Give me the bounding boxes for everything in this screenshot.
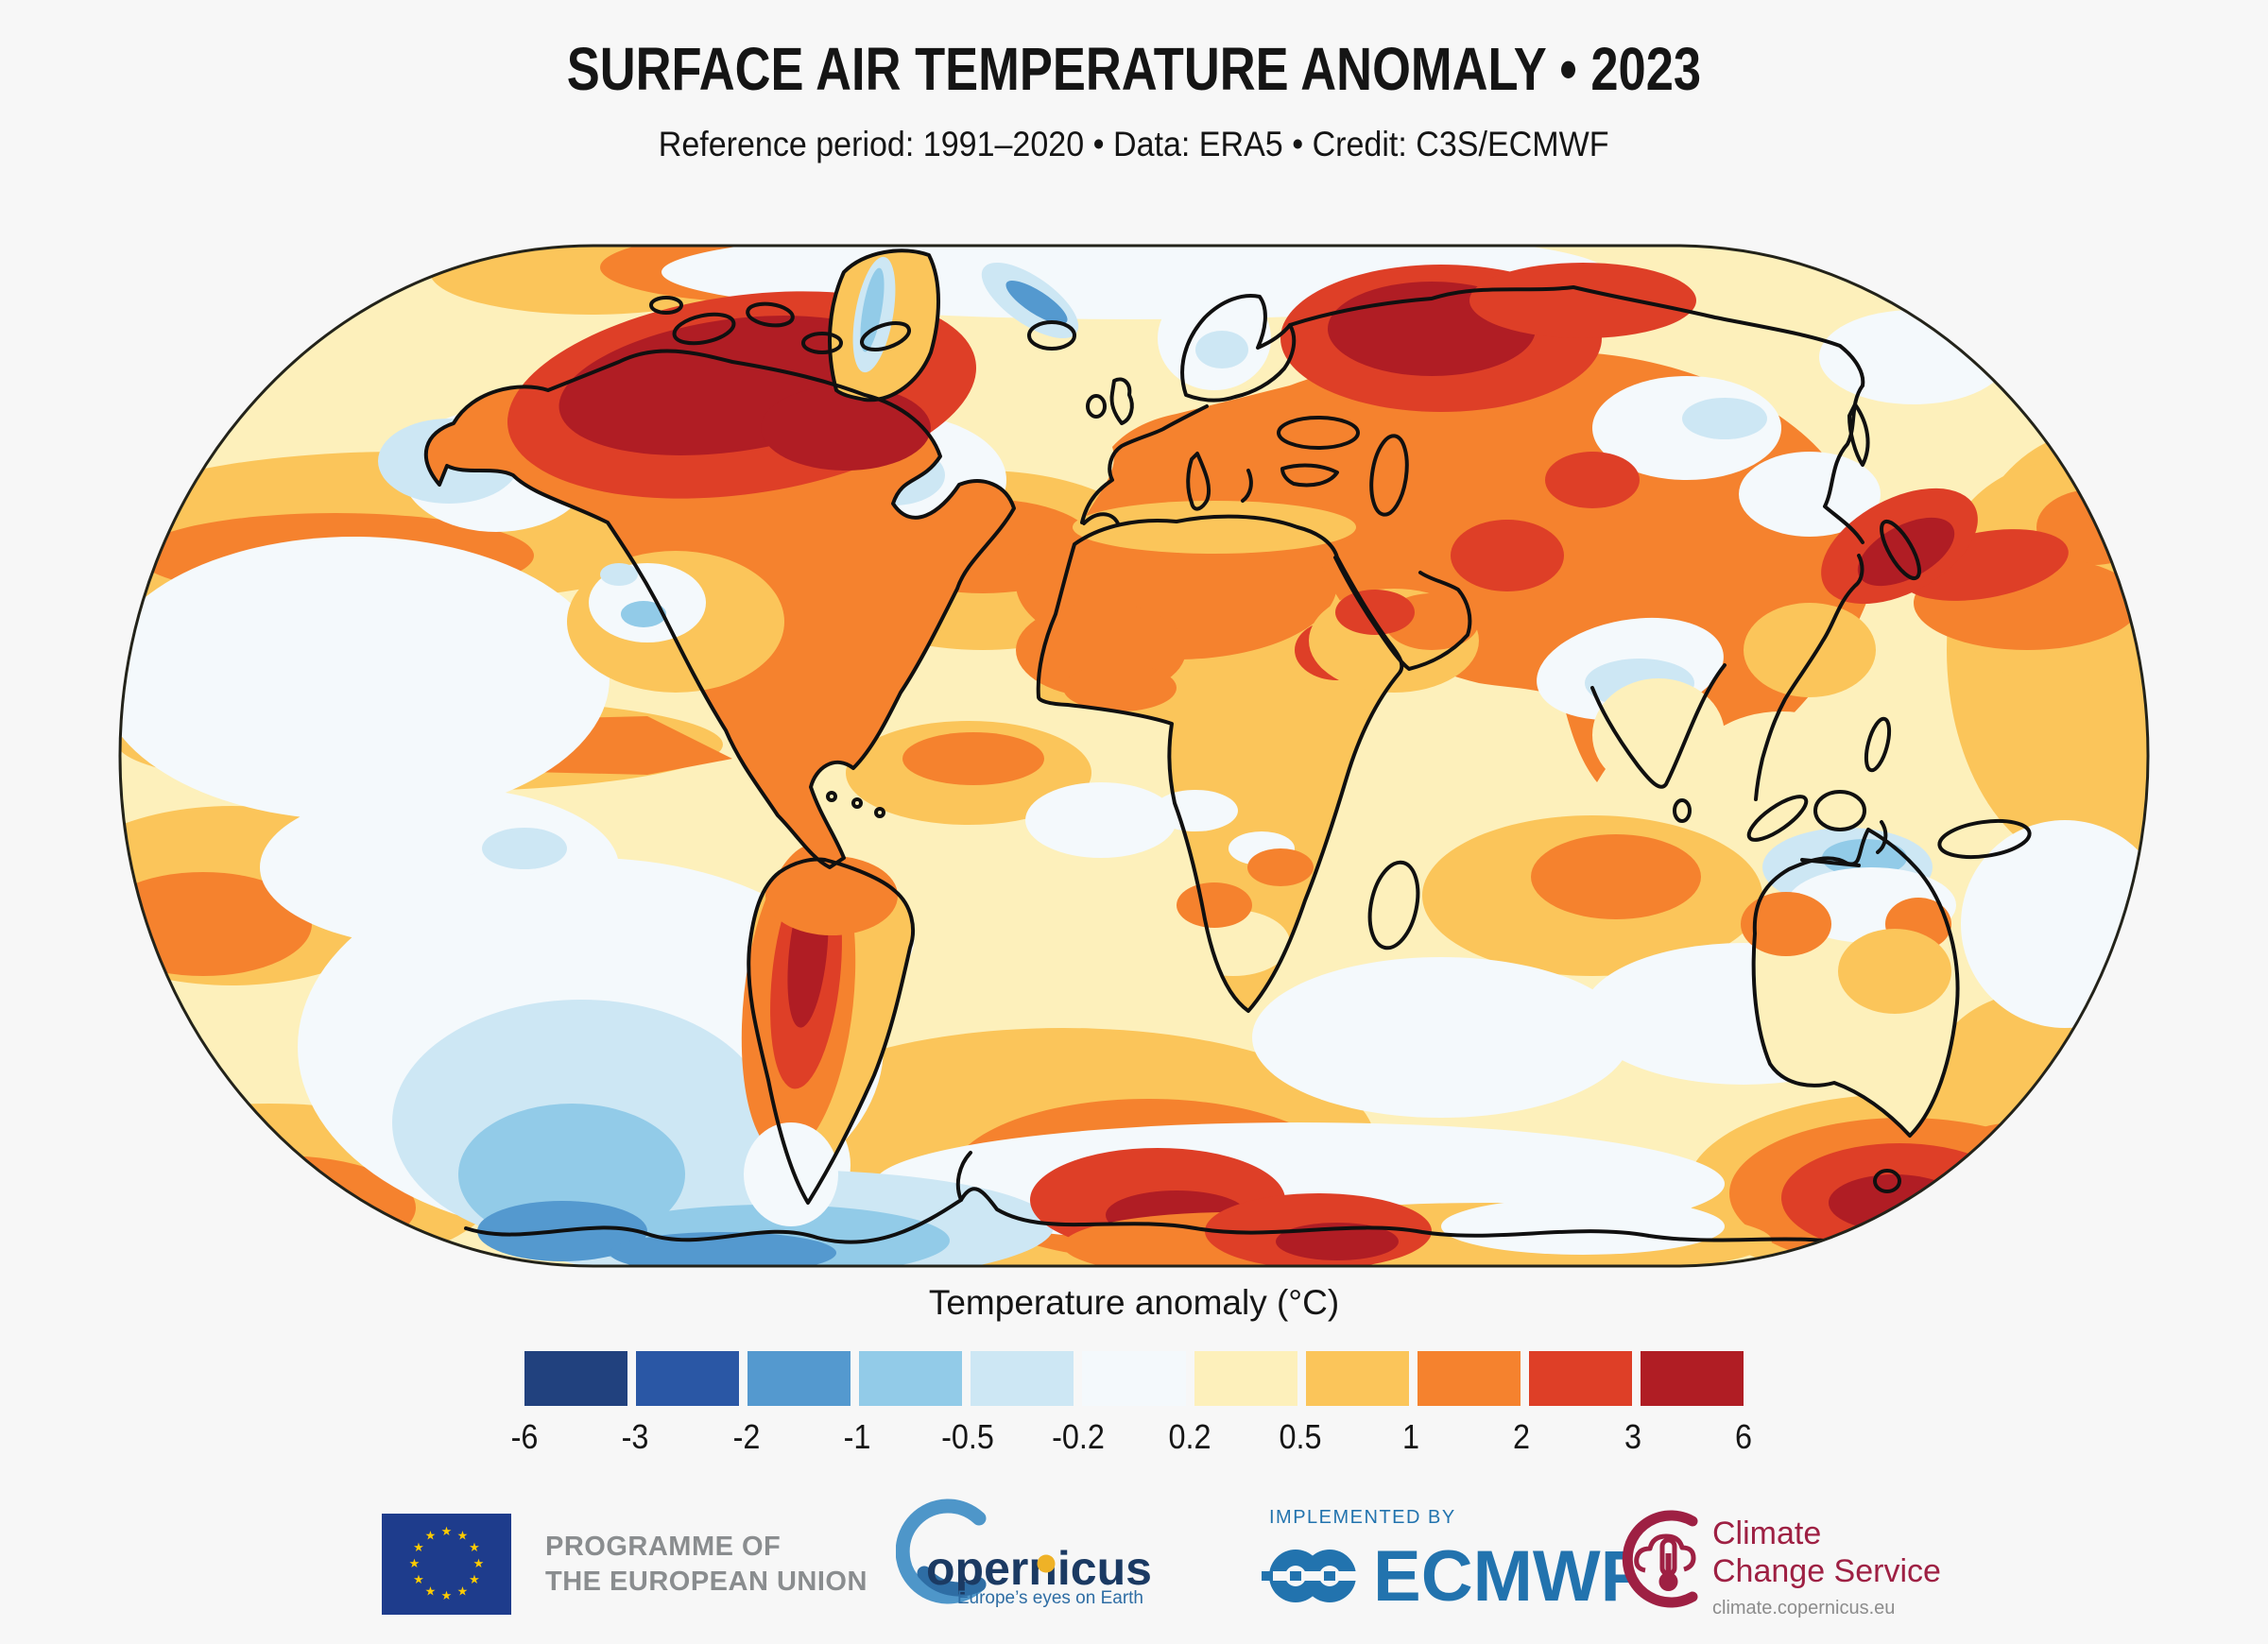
legend-tick: -0.2	[1052, 1417, 1106, 1456]
eu-programme-line2: THE EUROPEAN UNION	[545, 1567, 868, 1597]
svg-text:★: ★	[457, 1530, 469, 1544]
figure-subtitle-text: Reference period: 1991–2020 • Data: ERA5…	[659, 125, 1609, 163]
legend-tick: 6	[1734, 1417, 1753, 1456]
legend-swatch	[1528, 1351, 1632, 1406]
page-title-text: SURFACE AIR TEMPERATURE ANOMALY • 2023	[566, 35, 1702, 103]
legend-tick: 1	[1402, 1417, 1420, 1456]
svg-text:★: ★	[413, 1573, 424, 1587]
figure-subtitle: Reference period: 1991–2020 • Data: ERA5…	[0, 125, 2268, 164]
legend-swatch	[1194, 1351, 1297, 1406]
ccs-line2: Change Service	[1712, 1553, 1941, 1589]
map-outline	[118, 244, 2150, 1268]
map-eurasia	[1073, 263, 1978, 834]
legend-colorbar	[524, 1351, 1744, 1406]
climate-change-service-label: Climate Change Service climate.copernicu…	[1712, 1515, 1941, 1619]
map-australia	[1741, 828, 1958, 1136]
temperature-anomaly-map	[118, 244, 2150, 1268]
legend-swatch	[1417, 1351, 1521, 1406]
ccs-url: climate.copernicus.eu	[1712, 1598, 1896, 1618]
svg-text:★: ★	[425, 1530, 437, 1544]
legend-swatch	[1640, 1351, 1744, 1406]
ecmwf-emblem-icon	[1258, 1550, 1367, 1602]
ccs-crescent-icon	[1622, 1510, 1698, 1608]
copernicus-logo: opernicus Europe’s eyes on Earth	[895, 1498, 1160, 1616]
eu-flag-icon: ★ ★ ★ ★ ★ ★ ★ ★ ★ ★ ★ ★	[382, 1514, 511, 1615]
ccs-logo-icon	[1622, 1510, 1698, 1608]
svg-text:★: ★	[457, 1584, 469, 1599]
copernicus-tagline: Europe’s eyes on Earth	[957, 1588, 1143, 1608]
legend-tick: 0.5	[1279, 1417, 1322, 1456]
legend-tick: -2	[732, 1417, 760, 1456]
legend-ticks: -6 -3 -2 -1 -0.5 -0.2 0.2 0.5 1 2 3 6	[511, 1417, 1752, 1456]
legend-tick: 0.2	[1168, 1417, 1211, 1456]
svg-text:★: ★	[469, 1573, 480, 1587]
legend-swatch	[636, 1351, 740, 1406]
svg-text:★: ★	[469, 1541, 480, 1555]
legend-swatch	[859, 1351, 963, 1406]
legend-tick: -3	[621, 1417, 649, 1456]
svg-text:★: ★	[413, 1541, 424, 1555]
legend-swatch	[1082, 1351, 1186, 1406]
copernicus-swoosh-tail-icon	[917, 1566, 987, 1597]
legend-swatch	[524, 1351, 628, 1406]
eu-flag-logo: ★ ★ ★ ★ ★ ★ ★ ★ ★ ★ ★ ★	[382, 1514, 511, 1619]
ecmwf-logo: IMPLEMENTED BY ECMWF	[1258, 1507, 1644, 1626]
eu-programme-line1: PROGRAMME OF	[545, 1532, 782, 1562]
svg-text:★: ★	[441, 1525, 453, 1539]
ccs-cloud-icon	[1634, 1533, 1696, 1573]
svg-text:★: ★	[425, 1584, 437, 1599]
ccs-thermometer-icon	[1658, 1537, 1678, 1591]
legend-tick: -0.5	[941, 1417, 994, 1456]
map-south-america	[741, 844, 914, 1226]
copernicus-sun-dot-icon	[1037, 1554, 1056, 1573]
svg-text:★: ★	[441, 1589, 453, 1603]
map-antarctica	[1063, 1193, 1772, 1266]
legend-swatch	[747, 1351, 851, 1406]
ecmwf-wordmark: ECMWF	[1373, 1536, 1630, 1617]
legend-tick: 2	[1513, 1417, 1531, 1456]
ecmwf-implemented-by: IMPLEMENTED BY	[1269, 1508, 1456, 1528]
svg-text:★: ★	[409, 1557, 421, 1571]
legend-swatch	[971, 1351, 1074, 1406]
legend-tick: -1	[843, 1417, 871, 1456]
legend-tick: 3	[1624, 1417, 1641, 1456]
climate-change-service-logo	[1609, 1504, 1713, 1618]
eu-programme-label: PROGRAMME OF THE EUROPEAN UNION	[545, 1530, 868, 1600]
legend-tick: -6	[510, 1417, 539, 1456]
svg-text:★: ★	[473, 1557, 485, 1571]
ccs-line1: Climate	[1712, 1516, 1822, 1551]
world-map	[118, 244, 2150, 1268]
page-title: SURFACE AIR TEMPERATURE ANOMALY • 2023	[0, 34, 2268, 104]
ecmwf-logo-icon: IMPLEMENTED BY ECMWF	[1258, 1507, 1644, 1617]
copernicus-swoosh-icon	[895, 1498, 987, 1604]
copernicus-logo-icon: opernicus Europe’s eyes on Earth	[895, 1498, 1152, 1608]
legend-title: Temperature anomaly (°C)	[928, 1283, 1340, 1322]
legend-swatch	[1305, 1351, 1409, 1406]
